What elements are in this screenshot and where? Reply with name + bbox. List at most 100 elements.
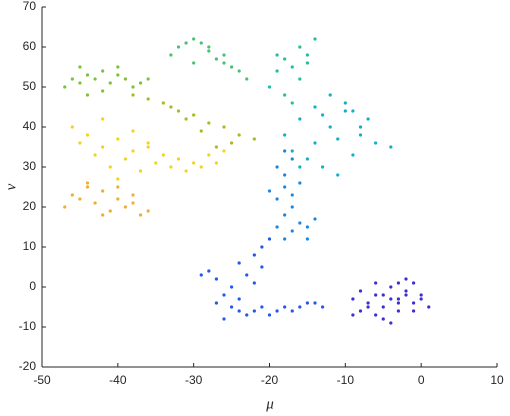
point: [404, 293, 408, 297]
point: [146, 77, 150, 81]
point: [116, 65, 120, 69]
point: [389, 285, 393, 289]
y-tick-label: -10: [19, 319, 37, 333]
point: [290, 193, 294, 197]
point: [290, 309, 294, 313]
point: [192, 37, 196, 41]
point: [275, 309, 279, 313]
point: [328, 125, 332, 129]
point: [290, 149, 294, 153]
point: [411, 301, 416, 305]
point: [260, 265, 264, 269]
point: [101, 213, 105, 217]
point: [161, 153, 165, 157]
point: [396, 297, 401, 301]
point: [78, 197, 82, 201]
point: [184, 117, 188, 121]
point: [275, 69, 279, 73]
point: [260, 305, 264, 309]
point: [305, 53, 310, 57]
point: [123, 205, 128, 209]
point: [237, 309, 241, 313]
point: [116, 73, 120, 77]
x-tick-label: -10: [337, 373, 355, 387]
point: [374, 281, 378, 285]
point: [138, 213, 143, 217]
point: [381, 293, 385, 297]
point: [283, 57, 287, 61]
y-tick-label: 40: [23, 119, 37, 133]
point: [138, 169, 143, 173]
point: [290, 229, 294, 233]
point: [93, 201, 97, 205]
point: [298, 45, 302, 49]
point: [396, 301, 401, 305]
point: [351, 297, 355, 301]
point: [192, 113, 196, 117]
point: [199, 41, 203, 45]
point: [283, 133, 287, 137]
point: [252, 137, 256, 141]
point: [366, 305, 370, 309]
point: [169, 53, 173, 57]
point: [358, 133, 363, 137]
point: [343, 109, 347, 113]
x-tick-label: -50: [33, 373, 51, 387]
point: [70, 125, 74, 129]
x-tick-label: -20: [261, 373, 279, 387]
y-tick-label: 10: [23, 239, 37, 253]
point: [366, 117, 370, 121]
point: [336, 173, 340, 177]
point: [222, 61, 226, 65]
point: [283, 185, 287, 189]
point: [154, 161, 158, 165]
point: [252, 253, 256, 257]
point: [123, 77, 128, 81]
point: [298, 165, 302, 169]
point: [245, 313, 249, 317]
point: [85, 181, 90, 185]
point: [101, 145, 105, 149]
x-tick-label: -30: [185, 373, 203, 387]
point: [328, 93, 332, 97]
point: [176, 157, 181, 161]
point: [419, 297, 423, 301]
point: [214, 161, 219, 165]
point: [237, 69, 241, 73]
y-axis-label: ν: [3, 183, 19, 190]
point: [116, 197, 120, 201]
point: [78, 65, 82, 69]
point: [207, 49, 211, 53]
point: [305, 237, 310, 241]
point: [207, 45, 211, 49]
x-tick-label: 0: [418, 373, 425, 387]
point: [351, 153, 355, 157]
point: [161, 101, 165, 105]
point: [229, 285, 234, 289]
point: [192, 161, 196, 165]
point: [290, 101, 294, 105]
point: [298, 221, 302, 225]
point: [229, 141, 234, 145]
point: [305, 157, 310, 161]
point: [245, 77, 249, 81]
point: [336, 137, 340, 141]
point: [290, 205, 294, 209]
point: [389, 297, 393, 301]
point: [222, 125, 226, 129]
point: [275, 225, 279, 229]
point: [131, 149, 135, 153]
y-tick-label: 20: [23, 199, 37, 213]
point: [199, 273, 203, 277]
point: [237, 133, 241, 137]
point: [283, 93, 287, 97]
point: [229, 305, 234, 309]
point: [169, 165, 173, 169]
point: [298, 305, 302, 309]
point: [298, 77, 302, 81]
point: [283, 305, 287, 309]
point: [85, 185, 90, 189]
point: [146, 145, 150, 149]
point: [381, 317, 385, 321]
y-tick-label: 50: [23, 79, 37, 93]
